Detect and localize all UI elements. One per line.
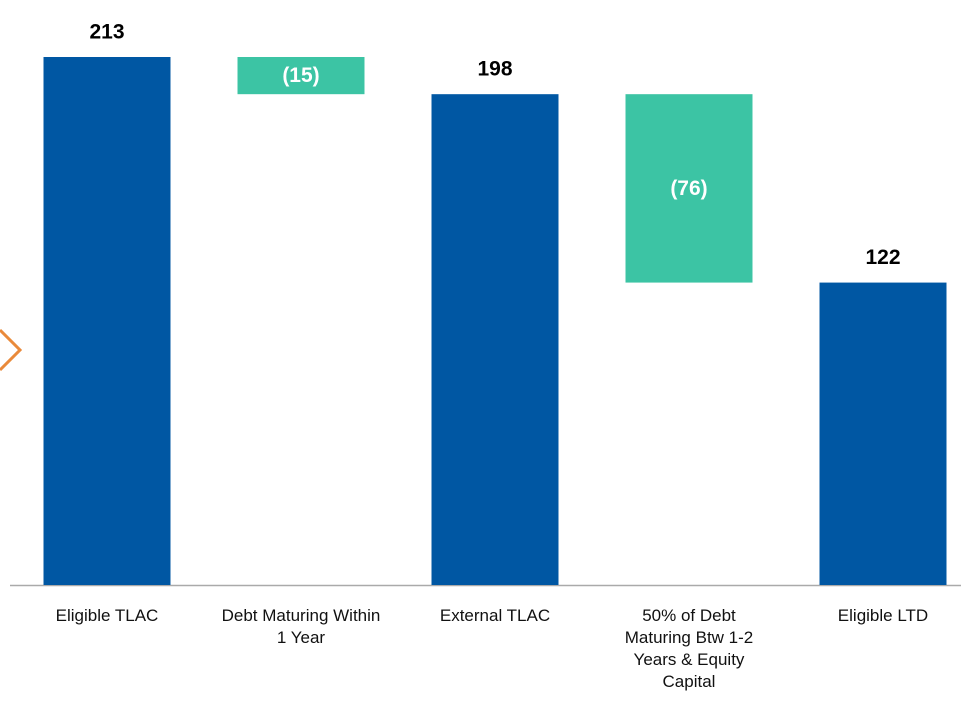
value-label: 198 — [477, 58, 512, 81]
value-label: 213 — [89, 21, 124, 44]
category-label: External TLAC — [439, 606, 551, 625]
delta-bar — [625, 94, 753, 283]
category-label: Debt Maturing Within 1 Year — [221, 606, 381, 647]
value-label: (76) — [670, 177, 707, 200]
value-label: 122 — [865, 246, 900, 269]
chevron — [0, 328, 23, 372]
total-bar — [431, 94, 559, 585]
total-bar — [819, 282, 947, 585]
category-label: Eligible LTD — [837, 606, 929, 625]
category-label: Eligible TLAC — [55, 606, 159, 625]
delta-bar — [237, 57, 365, 95]
category-label: 50% of Debt Maturing Btw 1-2 Years & Equ… — [624, 606, 754, 691]
value-label: (15) — [282, 64, 319, 87]
total-bar — [43, 57, 171, 585]
